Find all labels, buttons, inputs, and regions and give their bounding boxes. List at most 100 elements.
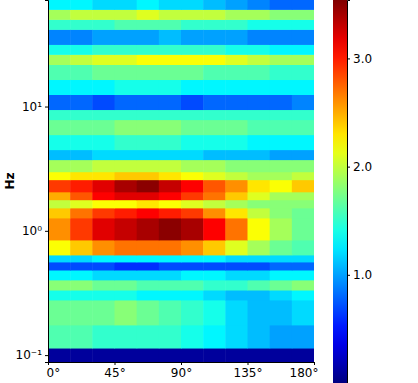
heat-cell [159, 150, 182, 160]
heat-cell [115, 208, 138, 219]
heat-cell [181, 19, 204, 29]
heat-cell [270, 180, 293, 193]
heat-cell [270, 200, 293, 209]
heat-cell [181, 290, 204, 300]
heat-cell [115, 218, 138, 240]
heat-cell [292, 262, 314, 271]
heat-cell [203, 150, 226, 160]
heat-cell [159, 208, 182, 219]
heat-cell [270, 64, 293, 80]
tick: 0° [47, 362, 61, 380]
heat-cell [203, 135, 226, 150]
heat-cell [48, 172, 71, 180]
heat-cell [181, 262, 204, 271]
heat-cell [292, 180, 314, 193]
heat-cell [181, 172, 204, 180]
heat-cell [203, 120, 226, 136]
heat-cell [115, 44, 138, 54]
heat-cell [159, 325, 182, 349]
heat-cell [48, 270, 71, 280]
heat-cell [181, 135, 204, 150]
heat-cell [115, 110, 138, 121]
heat-cell [159, 95, 182, 111]
heat-cell [115, 192, 138, 200]
tick-label: 135° [234, 366, 263, 380]
heat-cell [248, 9, 271, 19]
heat-cell [70, 180, 93, 193]
heat-cell [70, 218, 93, 240]
tick-label: 10⁰ [22, 224, 42, 238]
heat-cell [181, 9, 204, 19]
heat-cell [137, 135, 160, 150]
heat-cell [225, 135, 248, 150]
heat-cell [248, 325, 271, 349]
heat-cell [92, 172, 115, 180]
heat-cell [70, 325, 93, 349]
heat-cell [115, 200, 138, 209]
heat-cell [92, 80, 115, 95]
heat-cell [70, 300, 93, 325]
heat-cell [48, 200, 71, 209]
colorbar [333, 0, 347, 383]
heat-cell [48, 29, 71, 45]
heat-cell [225, 290, 248, 300]
heat-cell [270, 160, 293, 173]
tick: 45° [104, 362, 125, 380]
heat-cell [225, 110, 248, 121]
heat-cell [292, 192, 314, 200]
heat-cell [137, 218, 160, 240]
tick: 2.0 [347, 160, 372, 174]
heat-cell [92, 95, 115, 111]
heat-cell [137, 240, 160, 255]
heat-cell [292, 135, 314, 150]
heat-cell [270, 325, 293, 349]
heat-cell [137, 192, 160, 200]
heat-cell [159, 262, 182, 271]
heat-cell [270, 172, 293, 180]
heat-cell [115, 255, 138, 263]
colorbar-axis: 1.02.03.0 [347, 1, 372, 383]
heat-cell [159, 172, 182, 180]
heat-cell [248, 200, 271, 209]
heat-cell [203, 290, 226, 300]
heat-cell [115, 80, 138, 95]
heat-cell [181, 54, 204, 65]
y-axis-title: Hz [3, 172, 17, 189]
heat-cell [115, 325, 138, 349]
heat-cell [225, 29, 248, 45]
heat-cell [137, 348, 160, 362]
heat-cell [137, 200, 160, 209]
heat-cell [115, 54, 138, 65]
heat-cell [92, 29, 115, 45]
heat-cell [48, 208, 71, 219]
heat-cell [115, 9, 138, 19]
tick: 180° [290, 362, 319, 380]
heat-cell [48, 54, 71, 65]
tick: 90° [171, 362, 192, 380]
heat-cell [248, 255, 271, 263]
heat-cell [225, 255, 248, 263]
heat-cell [70, 80, 93, 95]
heat-cell [137, 300, 160, 325]
heat-cell [181, 208, 204, 219]
heat-cell [225, 120, 248, 136]
heat-cell [225, 19, 248, 29]
heat-cell [270, 54, 293, 65]
heat-cell [181, 200, 204, 209]
heat-cell [159, 0, 182, 10]
heat-cell [225, 160, 248, 173]
tick: 10⁻¹ [16, 348, 48, 362]
heat-cell [92, 255, 115, 263]
heat-cell [115, 135, 138, 150]
heat-cell [137, 80, 160, 95]
heat-cell [115, 0, 138, 10]
heat-cell [225, 208, 248, 219]
heat-cell [92, 208, 115, 219]
heat-cell [159, 218, 182, 240]
heat-cell [181, 110, 204, 121]
heat-cell [70, 54, 93, 65]
heat-cell [248, 150, 271, 160]
heat-cell [48, 80, 71, 95]
heat-cell [292, 95, 314, 111]
heat-cell [225, 325, 248, 349]
